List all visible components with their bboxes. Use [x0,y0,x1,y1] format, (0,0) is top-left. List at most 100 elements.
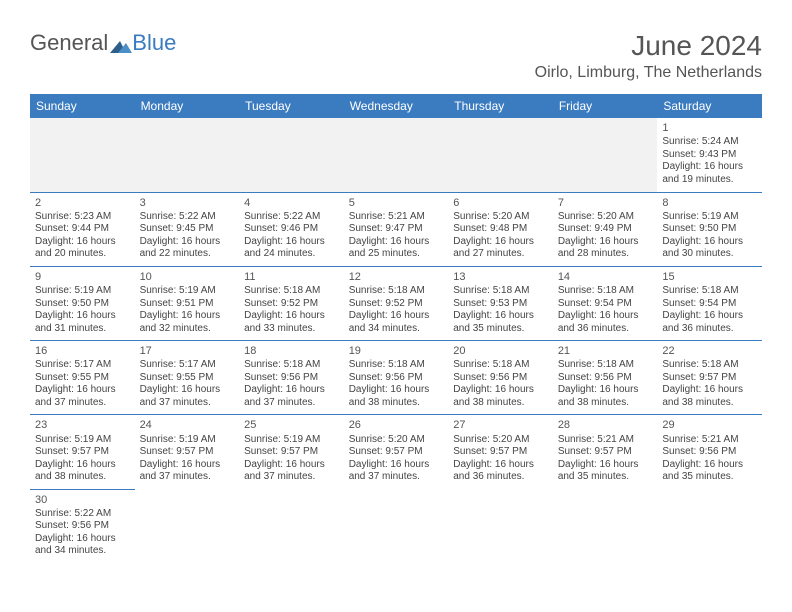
calendar-cell: 29 Sunrise: 5:21 AMSunset: 9:56 PMDayligh… [657,415,762,489]
day-info: Sunrise: 5:17 AMSunset: 9:55 PMDaylight:… [35,359,130,409]
calendar-cell: 18Sunrise: 5:18 AMSunset: 9:56 PMDayligh… [239,341,344,415]
day-number: 17 [140,344,235,358]
day-info: Sunrise: 5:22 AMSunset: 9:56 PMDaylight:… [35,508,130,558]
weekday-header: Friday [553,94,658,118]
day-number: 22 [662,344,757,358]
calendar-cell [344,118,449,192]
day-number: 3 [140,196,235,210]
calendar-cell: 1Sunrise: 5:24 AMSunset: 9:43 PMDaylight… [657,118,762,192]
day-info: Sunrise: 5:18 AMSunset: 9:53 PMDaylight:… [453,285,548,335]
calendar-row: 23Sunrise: 5:19 AMSunset: 9:57 PMDayligh… [30,415,762,489]
calendar-cell: 12Sunrise: 5:18 AMSunset: 9:52 PMDayligh… [344,266,449,340]
calendar-cell [239,489,344,563]
day-info: Sunrise: 5:21 AMSunset: 9:47 PMDaylight:… [349,211,444,261]
day-info: Sunrise: 5:19 AMSunset: 9:57 PMDaylight:… [35,434,130,484]
calendar-row: 16Sunrise: 5:17 AMSunset: 9:55 PMDayligh… [30,341,762,415]
day-number: 13 [453,270,548,284]
day-info: Sunrise: 5:18 AMSunset: 9:57 PMDaylight:… [662,359,757,409]
day-info: Sunrise: 5:19 AMSunset: 9:57 PMDaylight:… [244,434,339,484]
calendar-cell: 30Sunrise: 5:22 AMSunset: 9:56 PMDayligh… [30,489,135,563]
calendar-cell [657,489,762,563]
calendar-cell: 24 Sunrise: 5:19 AMSunset: 9:57 PMDayligh… [135,415,240,489]
day-info: Sunrise: 5:17 AMSunset: 9:55 PMDaylight:… [140,359,235,409]
logo: General Blue [30,30,176,56]
day-number: 14 [558,270,653,284]
calendar-cell: 27 Sunrise: 5:20 AMSunset: 9:57 PMDayligh… [448,415,553,489]
calendar-body: 1Sunrise: 5:24 AMSunset: 9:43 PMDaylight… [30,118,762,563]
day-number: 6 [453,196,548,210]
day-number: 24 [140,418,235,432]
calendar-cell [239,118,344,192]
calendar-header-row: SundayMondayTuesdayWednesdayThursdayFrid… [30,94,762,118]
day-info: Sunrise: 5:20 AMSunset: 9:49 PMDaylight:… [558,211,653,261]
day-info: Sunrise: 5:18 AMSunset: 9:54 PMDaylight:… [558,285,653,335]
day-info: Sunrise: 5:21 AMSunset: 9:57 PMDaylight:… [558,434,653,484]
calendar-row: 2Sunrise: 5:23 AMSunset: 9:44 PMDaylight… [30,192,762,266]
day-info: Sunrise: 5:18 AMSunset: 9:56 PMDaylight:… [244,359,339,409]
day-number: 2 [35,196,130,210]
day-info: Sunrise: 5:20 AMSunset: 9:57 PMDaylight:… [349,434,444,484]
day-number: 26 [349,418,444,432]
calendar-cell: 4Sunrise: 5:22 AMSunset: 9:46 PMDaylight… [239,192,344,266]
logo-text-general: General [30,30,108,56]
day-number: 21 [558,344,653,358]
day-number: 10 [140,270,235,284]
calendar-cell: 5Sunrise: 5:21 AMSunset: 9:47 PMDaylight… [344,192,449,266]
title-block: June 2024 Oirlo, Limburg, The Netherland… [535,30,762,82]
day-number: 11 [244,270,339,284]
calendar-cell: 25Sunrise: 5:19 AMSunset: 9:57 PMDayligh… [239,415,344,489]
calendar-cell [448,118,553,192]
location: Oirlo, Limburg, The Netherlands [535,64,762,82]
day-info: Sunrise: 5:18 AMSunset: 9:56 PMDaylight:… [349,359,444,409]
day-info: Sunrise: 5:21 AMSunset: 9:56 PMDaylight:… [662,434,757,484]
day-info: Sunrise: 5:18 AMSunset: 9:54 PMDaylight:… [662,285,757,335]
calendar-cell: 3Sunrise: 5:22 AMSunset: 9:45 PMDaylight… [135,192,240,266]
header: General Blue June 2024 Oirlo, Limburg, T… [30,30,762,82]
calendar-cell: 13Sunrise: 5:18 AMSunset: 9:53 PMDayligh… [448,266,553,340]
calendar-cell: 15Sunrise: 5:18 AMSunset: 9:54 PMDayligh… [657,266,762,340]
day-info: Sunrise: 5:19 AMSunset: 9:51 PMDaylight:… [140,285,235,335]
day-info: Sunrise: 5:22 AMSunset: 9:45 PMDaylight:… [140,211,235,261]
calendar-cell: 7Sunrise: 5:20 AMSunset: 9:49 PMDaylight… [553,192,658,266]
weekday-header: Monday [135,94,240,118]
day-info: Sunrise: 5:18 AMSunset: 9:52 PMDaylight:… [349,285,444,335]
day-number: 19 [349,344,444,358]
day-number: 4 [244,196,339,210]
calendar-row: 30Sunrise: 5:22 AMSunset: 9:56 PMDayligh… [30,489,762,563]
calendar-cell: 14Sunrise: 5:18 AMSunset: 9:54 PMDayligh… [553,266,658,340]
calendar-cell [135,118,240,192]
day-info: Sunrise: 5:19 AMSunset: 9:50 PMDaylight:… [662,211,757,261]
day-info: Sunrise: 5:19 AMSunset: 9:57 PMDaylight:… [140,434,235,484]
weekday-header: Tuesday [239,94,344,118]
calendar-cell: 10Sunrise: 5:19 AMSunset: 9:51 PMDayligh… [135,266,240,340]
calendar-cell: 8Sunrise: 5:19 AMSunset: 9:50 PMDaylight… [657,192,762,266]
day-info: Sunrise: 5:18 AMSunset: 9:56 PMDaylight:… [453,359,548,409]
calendar-table: SundayMondayTuesdayWednesdayThursdayFrid… [30,94,762,563]
day-number: 27 [453,418,548,432]
calendar-cell: 26 Sunrise: 5:20 AMSunset: 9:57 PMDayligh… [344,415,449,489]
calendar-cell: 6Sunrise: 5:20 AMSunset: 9:48 PMDaylight… [448,192,553,266]
calendar-cell [448,489,553,563]
calendar-cell: 21Sunrise: 5:18 AMSunset: 9:56 PMDayligh… [553,341,658,415]
month-title: June 2024 [535,30,762,62]
calendar-cell: 22Sunrise: 5:18 AMSunset: 9:57 PMDayligh… [657,341,762,415]
calendar-cell [553,118,658,192]
day-number: 9 [35,270,130,284]
calendar-cell: 17Sunrise: 5:17 AMSunset: 9:55 PMDayligh… [135,341,240,415]
day-info: Sunrise: 5:18 AMSunset: 9:52 PMDaylight:… [244,285,339,335]
calendar-cell [30,118,135,192]
calendar-cell: 11Sunrise: 5:18 AMSunset: 9:52 PMDayligh… [239,266,344,340]
day-number: 28 [558,418,653,432]
weekday-header: Thursday [448,94,553,118]
weekday-header: Wednesday [344,94,449,118]
calendar-page: General Blue June 2024 Oirlo, Limburg, T… [0,0,792,583]
day-number: 7 [558,196,653,210]
day-info: Sunrise: 5:20 AMSunset: 9:57 PMDaylight:… [453,434,548,484]
day-info: Sunrise: 5:18 AMSunset: 9:56 PMDaylight:… [558,359,653,409]
day-number: 15 [662,270,757,284]
calendar-cell [135,489,240,563]
calendar-cell: 9Sunrise: 5:19 AMSunset: 9:50 PMDaylight… [30,266,135,340]
logo-text-blue: Blue [132,30,176,56]
day-info: Sunrise: 5:22 AMSunset: 9:46 PMDaylight:… [244,211,339,261]
day-number: 29 [662,418,757,432]
